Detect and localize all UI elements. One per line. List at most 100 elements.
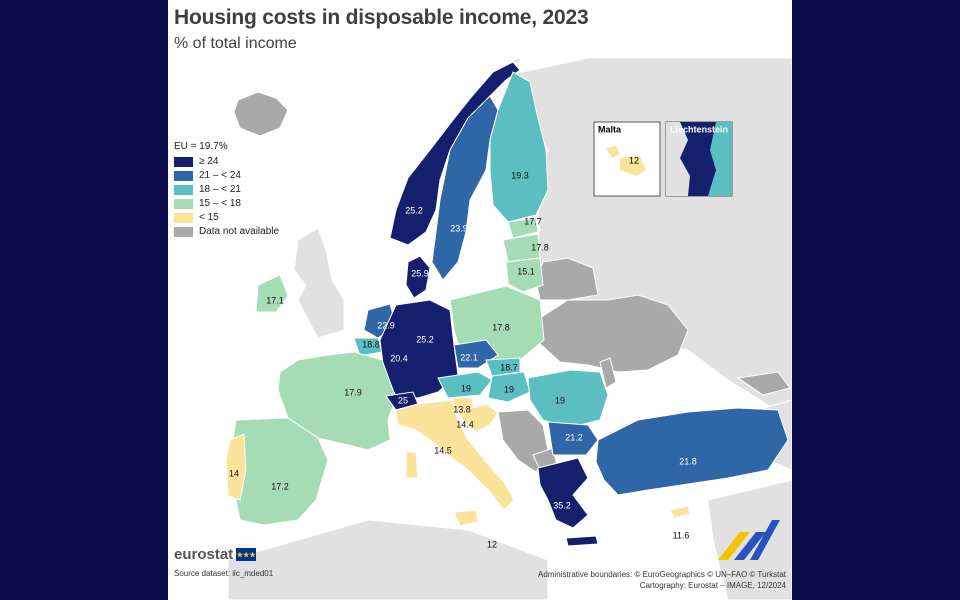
legend-swatch: [174, 212, 193, 223]
malta-inset-value: 12: [629, 155, 639, 165]
liechtenstein-east-land: [708, 122, 732, 196]
croatia-shape: [457, 403, 499, 433]
country-value-label: 19: [461, 383, 471, 393]
country-value-label: 23.9: [450, 223, 468, 233]
romania-shape: [527, 369, 609, 429]
legend: EU = 19.7% ≥ 24 21 – < 24 18 – < 21 15 –…: [174, 141, 279, 239]
portugal-shape: [225, 433, 247, 501]
legend-label: 18 – < 21: [199, 184, 241, 195]
credit-note: Administrative boundaries: © EuroGeograp…: [538, 569, 786, 591]
denmark-shape: [405, 255, 431, 299]
sweden-shape: [431, 95, 499, 281]
legend-label: ≥ 24: [199, 156, 219, 167]
legend-header: EU = 19.7%: [174, 141, 228, 152]
africa-land: [227, 519, 549, 600]
liechtenstein-neighbour-land: [666, 122, 690, 196]
map-title: Housing costs in disposable income, 2023: [174, 6, 589, 29]
norway-north-grey: [510, 57, 524, 65]
country-value-label: 13.8: [453, 404, 471, 414]
legend-swatch: [174, 170, 193, 181]
country-value-label: 25.9: [411, 268, 429, 278]
legend-row: 15 – < 18: [174, 197, 279, 210]
country-value-label: 17.1: [266, 295, 284, 305]
legend-swatch: [174, 156, 193, 167]
legend-label: 21 – < 24: [199, 170, 241, 181]
country-value-label: 19.3: [511, 170, 529, 180]
credit-boundaries: Administrative boundaries: © EuroGeograp…: [537, 570, 786, 579]
source-note: Source dataset: ilc_mded01: [174, 569, 274, 578]
sardinia-shape: [405, 451, 419, 479]
country-value-label: 15.1: [517, 266, 535, 276]
map-panel: Malta 12 Liechtenstein 25.2 23.9 19.3 17.7 1…: [168, 0, 792, 600]
ukraine-shape: [537, 294, 689, 373]
value-labels: 25.2 23.9 19.3 17.7 17.8 15.1 25.9 17.1 22.9 18.8…: [229, 170, 697, 549]
malta-inset-name: Malta: [598, 124, 622, 134]
liechtenstein-inset-name: Liechtenstein: [670, 124, 728, 134]
country-value-label: 17.7: [524, 216, 542, 226]
country-value-label: 17.9: [344, 387, 362, 397]
cyprus-shape: [669, 505, 691, 519]
malta-inset: Malta 12: [593, 121, 661, 197]
uk-land: [293, 227, 345, 339]
liechtenstein-inset: Liechtenstein: [665, 121, 733, 197]
country-value-label: 17.8: [492, 322, 510, 332]
legend-row: < 15: [174, 211, 279, 224]
finland-shape: [489, 71, 549, 223]
legend-label: 15 – < 18: [199, 198, 241, 209]
eurostat-decoration-logo: [718, 520, 780, 560]
europe-map: Malta 12 Liechtenstein 25.2 23.9 19.3 17.7 1…: [225, 57, 792, 600]
credit-cartography: Cartography: Eurostat – IMAGE, 12/2024: [639, 581, 786, 590]
lithuania-shape: [505, 257, 544, 293]
eu-flag-icon: ★★★: [236, 548, 257, 561]
country-value-label: 17.8: [531, 242, 549, 252]
bulgaria-shape: [547, 421, 599, 456]
legend-row: 18 – < 21: [174, 183, 279, 196]
estonia-shape: [507, 217, 539, 239]
country-value-label: 21.2: [565, 432, 583, 442]
no-data-countries: [233, 91, 791, 483]
country-value-label: 12: [487, 539, 497, 549]
country-value-label: 19: [504, 384, 514, 394]
country-value-label: 14.5: [434, 445, 452, 455]
malta-inset-shape: [606, 146, 646, 176]
country-value-label: 20.4: [390, 353, 408, 363]
country-value-label: 14.4: [456, 419, 474, 429]
brand-name: eurostat: [174, 546, 234, 563]
legend-swatch: [174, 198, 193, 209]
legend-label: Data not available: [199, 226, 280, 237]
country-value-label: 21.8: [679, 456, 697, 466]
norway-shape: [389, 61, 521, 246]
country-value-label: 25.2: [416, 334, 434, 344]
country-value-label: 25.2: [405, 205, 423, 215]
country-value-label: 17.2: [271, 481, 289, 491]
country-value-label: 22.1: [460, 352, 478, 362]
country-value-label: 25: [398, 395, 408, 405]
greece-shape: [537, 457, 589, 529]
georgia-shape: [736, 371, 791, 396]
country-value-label: 35.2: [553, 500, 571, 510]
italy-shape: [395, 399, 515, 511]
eurostat-logo: eurostat ★★★: [174, 546, 257, 563]
crete-shape: [565, 535, 599, 547]
legend-row: 21 – < 24: [174, 169, 279, 182]
iceland-shape: [233, 91, 289, 137]
moldova-shape: [599, 357, 617, 389]
legend-row: ≥ 24: [174, 155, 279, 168]
sicily-shape: [453, 509, 479, 527]
legend-swatch: [174, 226, 193, 237]
country-value-label: 18.8: [362, 339, 380, 349]
legend-row: Data not available: [174, 225, 279, 238]
country-value-label: 11.6: [673, 530, 690, 540]
legend-swatch: [174, 184, 193, 195]
turkey-shape: [595, 407, 789, 496]
country-value-label: 19: [555, 395, 565, 405]
country-value-label: 22.9: [377, 320, 395, 330]
hungary-shape: [487, 371, 531, 403]
map-subtitle: % of total income: [174, 35, 297, 52]
country-value-label: 14: [229, 468, 239, 478]
legend-label: < 15: [199, 212, 219, 223]
country-value-label: 18.7: [500, 362, 518, 372]
data-countries: [225, 61, 789, 547]
ireland-shape: [255, 274, 289, 313]
austria-shape: [437, 371, 493, 399]
